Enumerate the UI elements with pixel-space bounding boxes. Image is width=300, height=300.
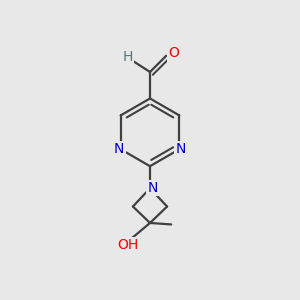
Text: N: N — [176, 142, 186, 156]
Text: N: N — [114, 142, 124, 156]
Text: O: O — [168, 46, 179, 60]
Text: OH: OH — [118, 238, 139, 252]
Text: N: N — [147, 181, 158, 195]
Text: H: H — [123, 50, 133, 64]
